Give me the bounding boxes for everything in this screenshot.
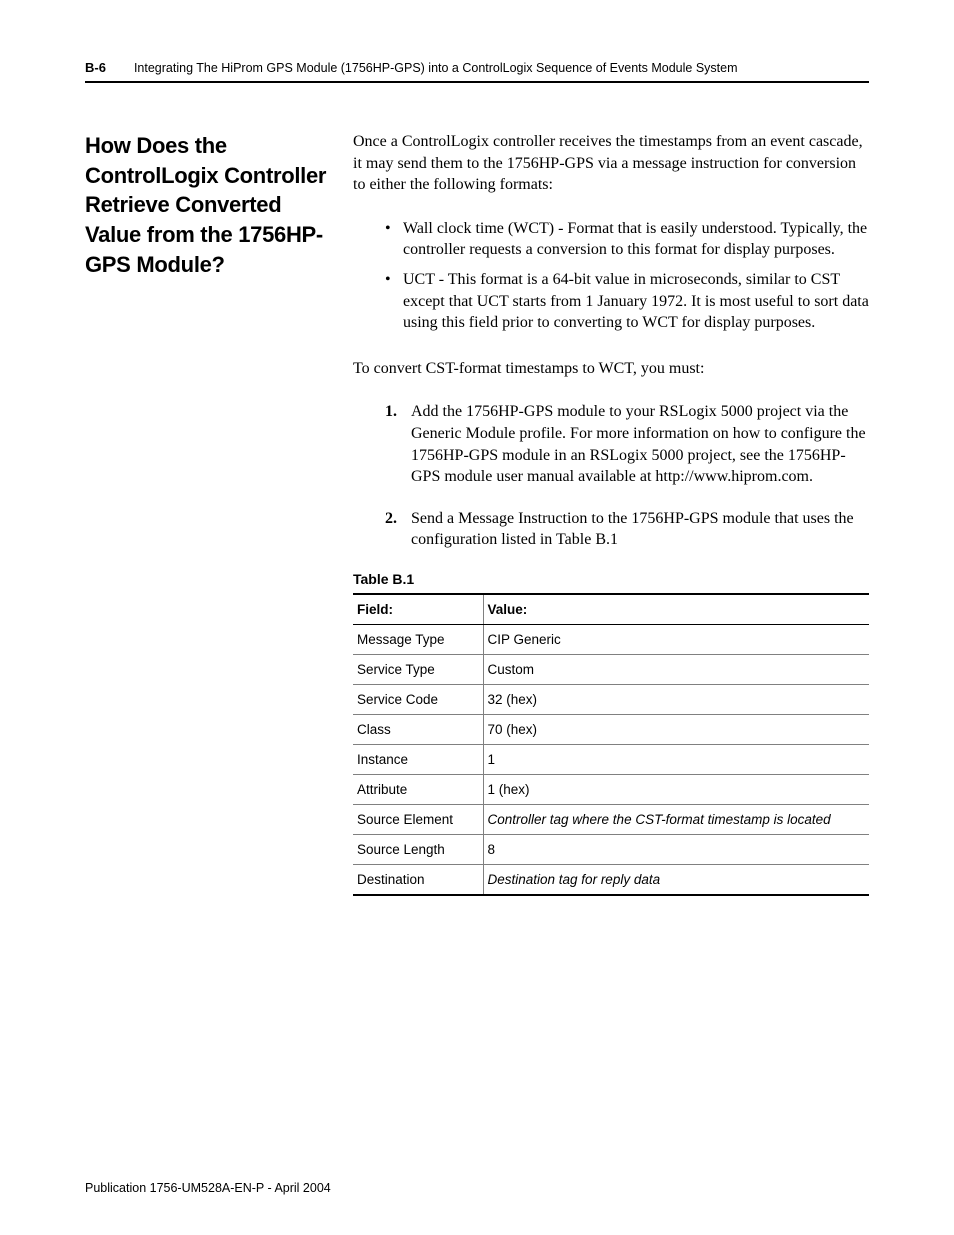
column-header-field: Field: (353, 594, 483, 625)
cell-field: Destination (353, 864, 483, 895)
format-bullet-list: Wall clock time (WCT) - Format that is e… (353, 218, 869, 334)
table-row: Service Code 32 (hex) (353, 684, 869, 714)
table-row: Destination Destination tag for reply da… (353, 864, 869, 895)
cell-field: Service Code (353, 684, 483, 714)
cell-field: Class (353, 714, 483, 744)
cell-field: Attribute (353, 774, 483, 804)
cell-value: 8 (483, 834, 869, 864)
cell-value: 70 (hex) (483, 714, 869, 744)
cell-field: Source Element (353, 804, 483, 834)
cell-value: CIP Generic (483, 624, 869, 654)
cell-field: Instance (353, 744, 483, 774)
table-row: Attribute 1 (hex) (353, 774, 869, 804)
cell-field: Source Length (353, 834, 483, 864)
cell-field: Service Type (353, 654, 483, 684)
running-header: B-6 Integrating The HiProm GPS Module (1… (85, 60, 869, 83)
intro-paragraph: Once a ControlLogix controller receives … (353, 131, 869, 196)
cell-value: 1 (hex) (483, 774, 869, 804)
table-row: Source Length 8 (353, 834, 869, 864)
list-item: UCT - This format is a 64-bit value in m… (389, 269, 869, 334)
table-header-row: Field: Value: (353, 594, 869, 625)
table-row: Class 70 (hex) (353, 714, 869, 744)
list-item: Add the 1756HP-GPS module to your RSLogi… (389, 401, 869, 487)
table-row: Message Type CIP Generic (353, 624, 869, 654)
table-row: Source Element Controller tag where the … (353, 804, 869, 834)
cell-field: Message Type (353, 624, 483, 654)
table-row: Service Type Custom (353, 654, 869, 684)
table-row: Instance 1 (353, 744, 869, 774)
cell-value: Controller tag where the CST-format time… (483, 804, 869, 834)
cell-value: Destination tag for reply data (483, 864, 869, 895)
cell-value: 1 (483, 744, 869, 774)
list-item: Wall clock time (WCT) - Format that is e… (389, 218, 869, 261)
content-columns: How Does the ControlLogix Controller Ret… (85, 131, 869, 896)
mid-paragraph: To convert CST-format timestamps to WCT,… (353, 358, 869, 380)
publication-footer: Publication 1756-UM528A-EN-P - April 200… (85, 1181, 331, 1195)
page-number: B-6 (85, 60, 106, 75)
left-column: How Does the ControlLogix Controller Ret… (85, 131, 335, 896)
section-heading: How Does the ControlLogix Controller Ret… (85, 131, 335, 279)
cell-value: Custom (483, 654, 869, 684)
steps-list: Add the 1756HP-GPS module to your RSLogi… (353, 401, 869, 551)
right-column: Once a ControlLogix controller receives … (353, 131, 869, 896)
cell-value: 32 (hex) (483, 684, 869, 714)
table-caption: Table B.1 (353, 571, 869, 587)
column-header-value: Value: (483, 594, 869, 625)
list-item: Send a Message Instruction to the 1756HP… (389, 508, 869, 551)
running-title: Integrating The HiProm GPS Module (1756H… (134, 61, 738, 75)
config-table: Field: Value: Message Type CIP Generic S… (353, 593, 869, 896)
